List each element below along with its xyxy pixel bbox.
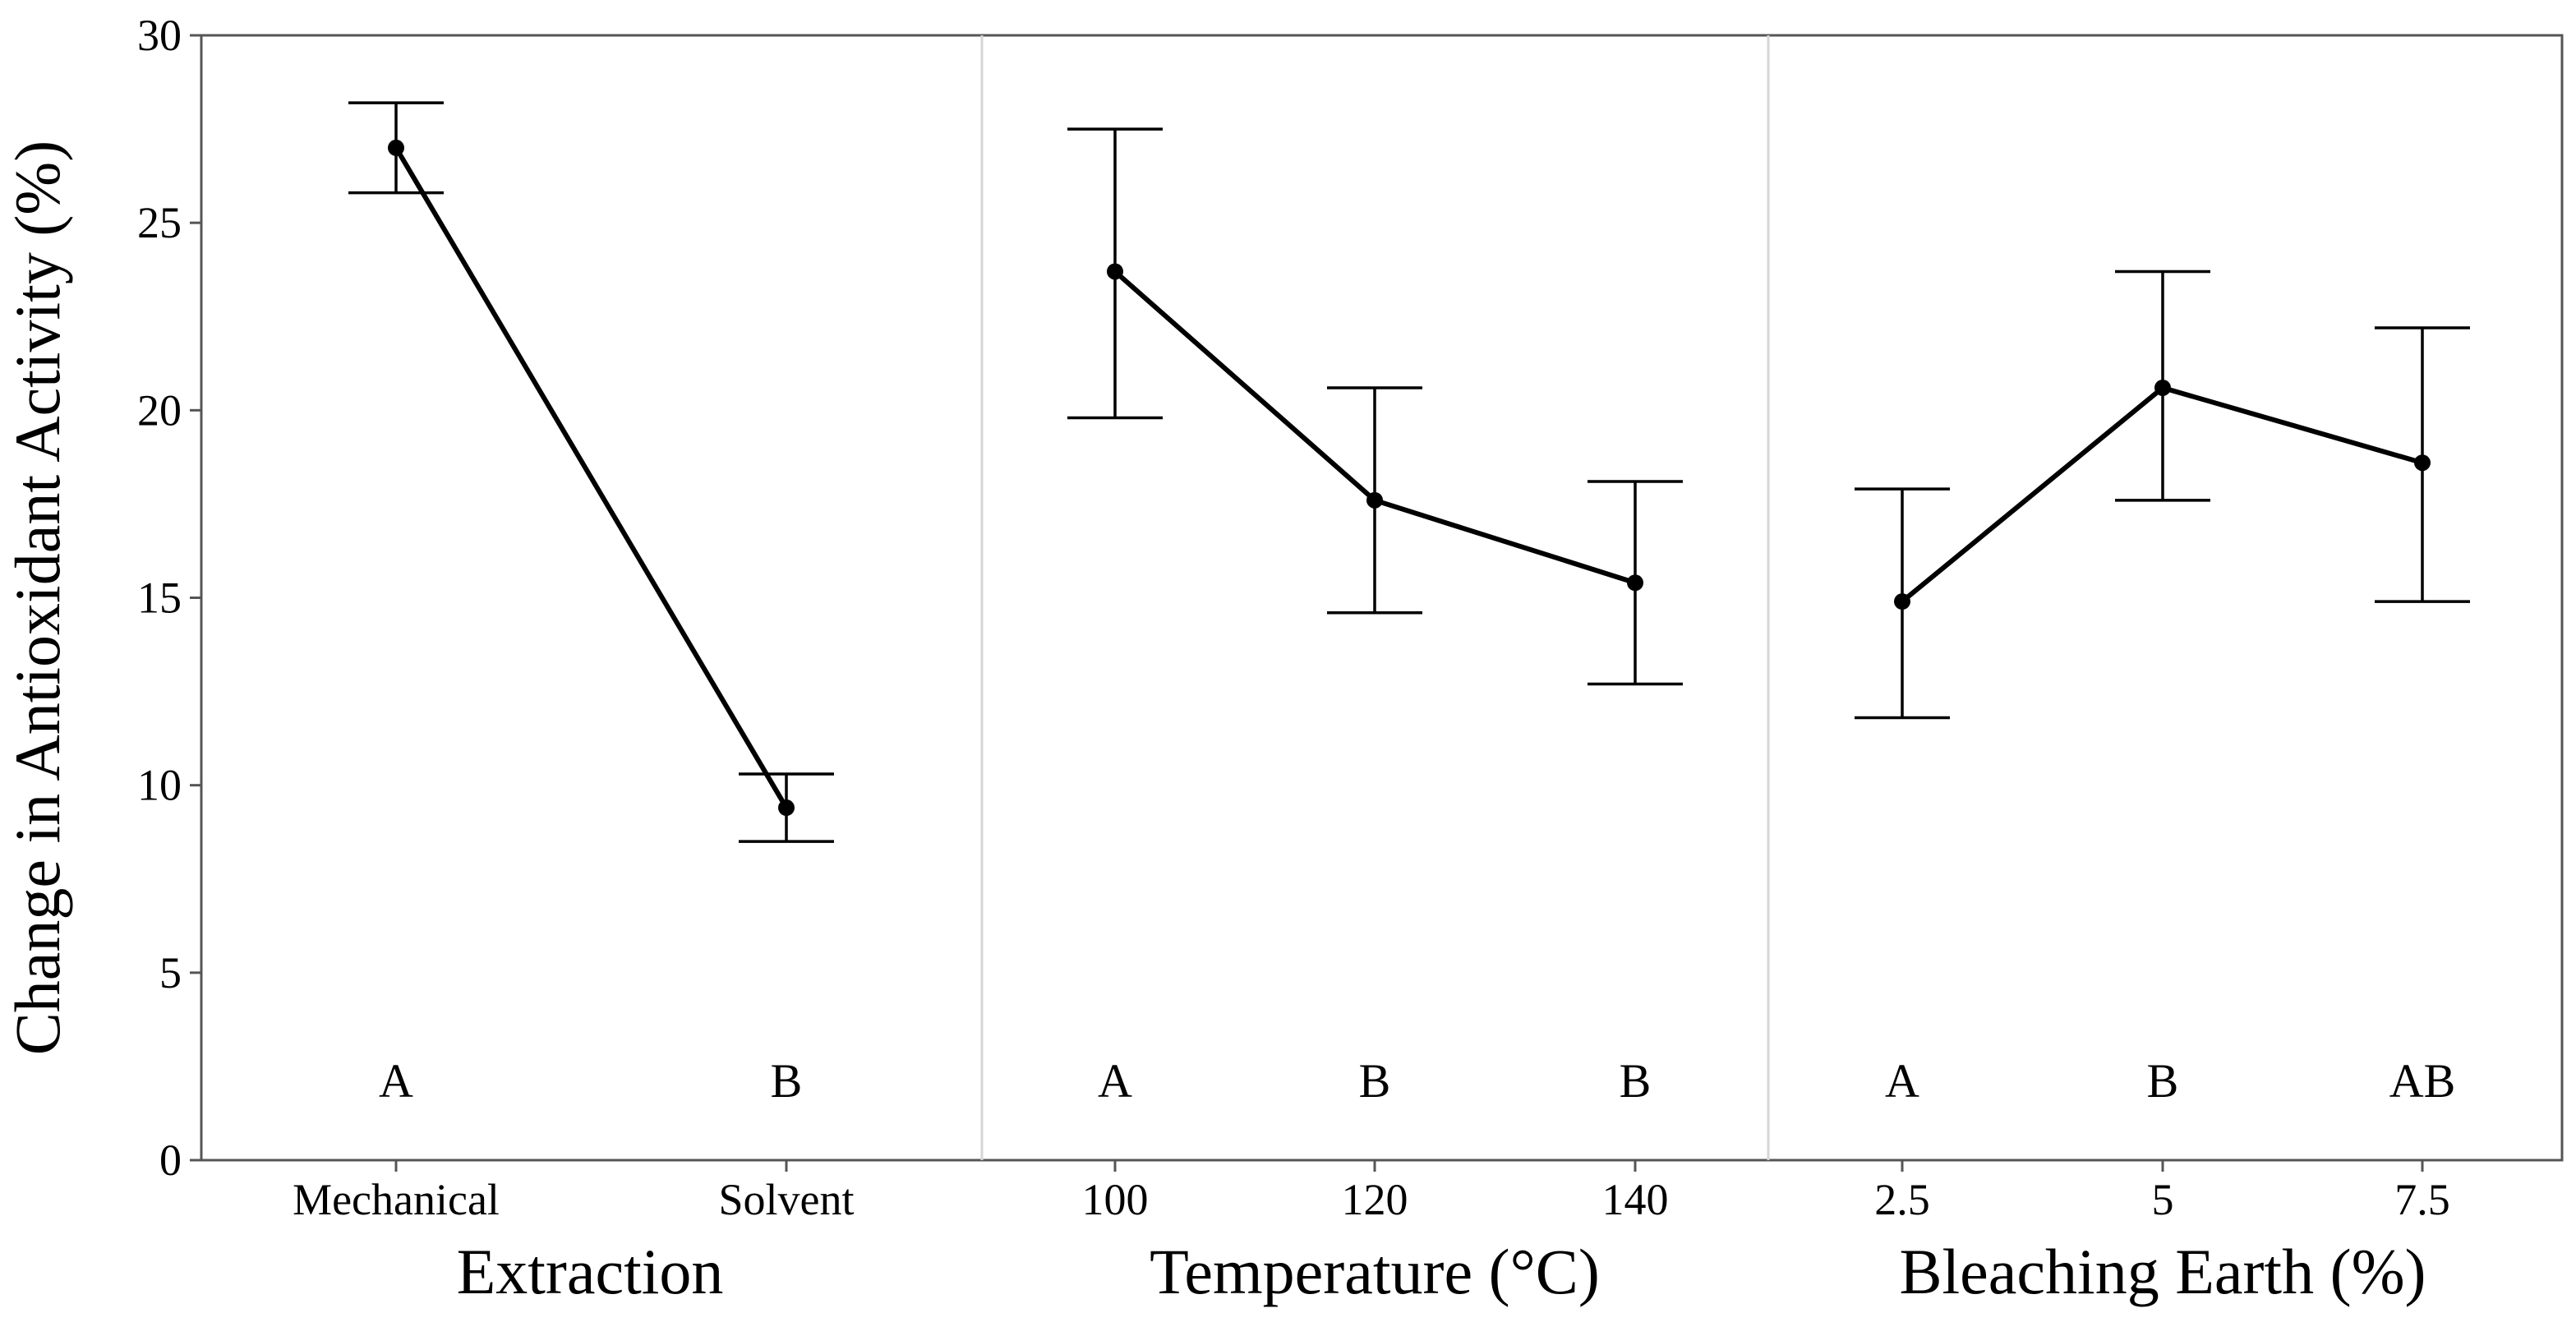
significance-letter: A bbox=[1885, 1054, 1919, 1108]
y-tick-label: 10 bbox=[137, 761, 182, 810]
significance-letter: A bbox=[379, 1054, 413, 1108]
x-category-label: 140 bbox=[1602, 1175, 1669, 1224]
panel-title: Bleaching Earth (%) bbox=[1899, 1236, 2426, 1307]
x-category-label: 2.5 bbox=[1874, 1175, 1930, 1224]
significance-letter: B bbox=[1359, 1054, 1391, 1108]
x-category-label: 5 bbox=[2152, 1175, 2174, 1224]
y-tick-label: 5 bbox=[159, 948, 182, 997]
data-point bbox=[1366, 491, 1383, 509]
data-point bbox=[2154, 379, 2171, 396]
series-line bbox=[394, 146, 789, 809]
significance-letter: A bbox=[1098, 1054, 1132, 1108]
data-point bbox=[388, 139, 404, 156]
x-category-label: Mechanical bbox=[293, 1175, 500, 1224]
data-point bbox=[1894, 593, 1910, 610]
significance-letter: AB bbox=[2389, 1054, 2456, 1108]
data-point bbox=[2414, 454, 2431, 472]
y-tick-label: 25 bbox=[137, 198, 182, 247]
x-category-label: 120 bbox=[1342, 1175, 1408, 1224]
significance-letter: B bbox=[771, 1054, 803, 1108]
x-category-label: 100 bbox=[1082, 1175, 1149, 1224]
y-axis-label: Change in Antioxidant Activity (%) bbox=[2, 141, 73, 1056]
data-point bbox=[1627, 574, 1643, 592]
y-tick-label: 30 bbox=[137, 11, 182, 60]
significance-letter: B bbox=[2147, 1054, 2179, 1108]
significance-letter: B bbox=[1620, 1054, 1652, 1108]
panel-title: Extraction bbox=[457, 1236, 724, 1307]
x-category-label: Solvent bbox=[718, 1175, 854, 1224]
x-category-label: 7.5 bbox=[2394, 1175, 2450, 1224]
y-tick-label: 20 bbox=[137, 385, 182, 435]
y-tick-label: 0 bbox=[159, 1136, 182, 1185]
y-tick-label: 15 bbox=[137, 574, 182, 623]
data-point bbox=[778, 799, 795, 817]
plot-frame bbox=[200, 34, 2564, 1162]
panel-title: Temperature (°C) bbox=[1150, 1236, 1600, 1307]
data-point bbox=[1107, 263, 1123, 280]
